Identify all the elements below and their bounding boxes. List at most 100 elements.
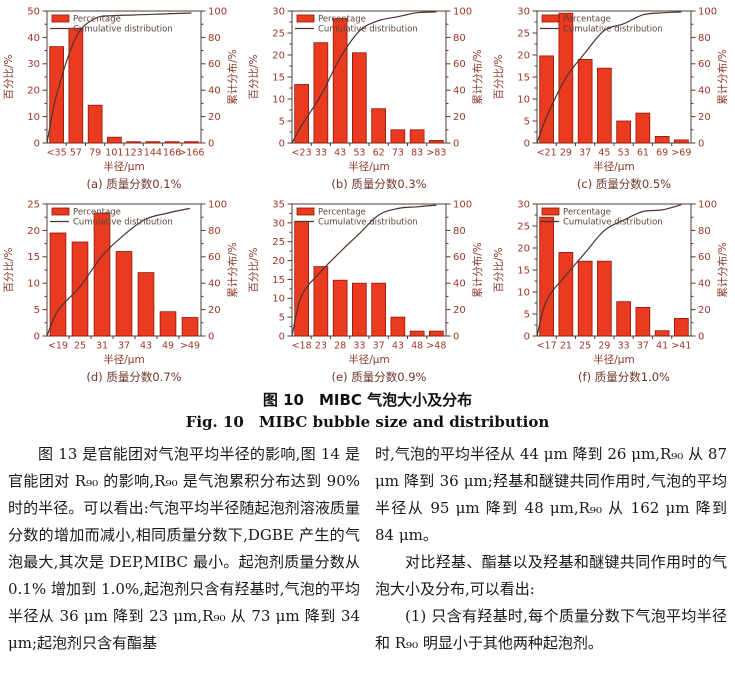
- paragraph: 时,气泡的平均半径从 44 μm 降到 26 μm,R₉₀ 从 87 μm 降到…: [375, 445, 727, 544]
- left-tick-label: 5: [34, 305, 40, 316]
- right-tick-label: 20: [698, 112, 711, 123]
- body-text: 图 13 是官能团对气泡平均半径的影响,图 14 是官能团对 R₉₀ 的影响,R…: [0, 433, 735, 657]
- left-tick-label: 15: [517, 265, 530, 276]
- chart-a-mass-fraction-0.1pct: 0 10 20 30 40 50 0 20 40 60 80 100 <35 57 79 101 123 144 1…: [0, 0, 245, 193]
- paragraph: 对比羟基、酯基以及羟基和醚键共同作用时的气泡大小及分布,可以看出:: [375, 553, 727, 598]
- left-tick-label: 50: [27, 6, 40, 17]
- right-tick-label: 0: [208, 138, 214, 149]
- right-tick-label: 80: [698, 33, 711, 44]
- percentage-bar: [654, 135, 670, 144]
- x-axis-title: 半径/μm: [103, 160, 144, 173]
- x-tick-label: <21: [537, 148, 557, 159]
- right-tick-label: 40: [698, 279, 711, 290]
- right-axis-title: 累计分布/%: [471, 49, 484, 105]
- x-tick-label: 25: [74, 341, 86, 352]
- right-tick-label: 40: [698, 86, 711, 97]
- x-tick-label: 33: [618, 341, 630, 352]
- left-tick-label: 10: [517, 94, 530, 105]
- legend-bar-swatch: [51, 14, 70, 23]
- left-axis-title: 百分比/%: [492, 54, 505, 99]
- left-tick-label: 0: [524, 331, 530, 342]
- x-tick-label: 29: [560, 148, 572, 159]
- percentage-bar: [616, 120, 631, 144]
- percentage-bar: [87, 104, 103, 144]
- percentage-bar: [390, 316, 406, 337]
- right-tick-label: 80: [453, 226, 466, 237]
- left-tick-label: 5: [279, 313, 285, 324]
- percentage-bar: [409, 330, 425, 337]
- chart-b-mass-fraction-0.3pct: 0 5 10 15 20 25 30 0 20 40 60 80 100 <23 33 43 53 62 73 83 >…: [245, 0, 490, 193]
- right-tick-label: 20: [208, 305, 221, 316]
- x-tick-label: 37: [637, 341, 649, 352]
- percentage-bar: [93, 212, 111, 337]
- chart-caption: (d) 质量分数0.7%: [86, 370, 181, 384]
- legend-bar-swatch: [296, 14, 315, 23]
- left-tick-label: 30: [517, 199, 530, 210]
- legend-cumulative-label: Cumulative distribution: [318, 25, 418, 35]
- percentage-bar: [577, 260, 593, 337]
- left-tick-label: 15: [27, 252, 40, 263]
- left-axis-title: 百分比/%: [247, 247, 260, 292]
- bubble-size-chart-e: 0 5 10 15 20 25 30 35 0 20 40 60 80 100 <18 23 28 33 37 43 4…: [247, 199, 484, 384]
- left-tick-label: 20: [272, 50, 285, 61]
- right-tick-label: 80: [453, 33, 466, 44]
- percentage-bar: [539, 55, 555, 144]
- x-axis-title: 半径/μm: [348, 160, 389, 173]
- percentage-bar: [137, 272, 155, 337]
- left-tick-label: 30: [27, 59, 40, 70]
- x-tick-label: 43: [140, 341, 152, 352]
- right-tick-label: 80: [208, 226, 221, 237]
- chart-c-mass-fraction-0.5pct: 0 5 10 15 20 25 30 0 20 40 60 80 100 <21 29 37 45 53 61 69 >…: [490, 0, 735, 193]
- left-tick-label: 30: [272, 6, 285, 17]
- x-tick-label: 33: [315, 148, 327, 159]
- x-tick-label: <23: [292, 148, 312, 159]
- bubble-size-chart-d: 0 5 10 15 20 25 0 20 40 60 80 100 <19 25 31 37 43 49 >49 Pe…: [2, 199, 239, 384]
- x-tick-label: >48: [426, 341, 446, 352]
- percentage-bar: [71, 241, 89, 337]
- right-tick-label: 80: [698, 226, 711, 237]
- percentage-bar: [597, 260, 612, 337]
- percentage-bar: [635, 307, 651, 337]
- right-axis-title: 累计分布/%: [226, 49, 239, 105]
- text-column-right: 时,气泡的平均半径从 44 μm 降到 26 μm,R₉₀ 从 87 μm 降到…: [375, 441, 727, 657]
- cumulative-distribution-line: [536, 11, 682, 144]
- x-tick-label: 166: [163, 148, 181, 159]
- right-tick-label: 20: [698, 305, 711, 316]
- legend-cumulative-label: Cumulative distribution: [73, 25, 173, 35]
- left-axis-title: 百分比/%: [2, 54, 15, 99]
- x-axis-title: 半径/μm: [103, 353, 144, 366]
- percentage-bar: [68, 27, 84, 144]
- left-tick-label: 25: [517, 28, 530, 39]
- right-tick-label: 60: [453, 59, 466, 70]
- legend-bar-swatch: [296, 207, 315, 216]
- figure-caption-en: Fig. 10 MIBC bubble size and distributio…: [185, 413, 550, 431]
- percentage-bar: [654, 330, 670, 337]
- x-tick-label: 43: [392, 341, 404, 352]
- x-tick-label: 45: [598, 148, 610, 159]
- right-axis-title: 累计分布/%: [716, 242, 729, 298]
- x-tick-label: 144: [144, 148, 162, 159]
- legend-bar-swatch: [541, 207, 560, 216]
- x-tick-label: 31: [96, 341, 108, 352]
- legend-bar-swatch: [51, 207, 70, 216]
- left-tick-label: 30: [272, 218, 285, 229]
- x-tick-label: 28: [334, 341, 346, 352]
- percentage-bar: [558, 252, 574, 337]
- left-tick-label: 5: [524, 309, 530, 320]
- right-tick-label: 0: [698, 331, 704, 342]
- right-tick-label: 0: [453, 138, 459, 149]
- percentage-bar: [597, 67, 612, 144]
- right-tick-label: 20: [208, 112, 221, 123]
- chart-f-mass-fraction-1.0pct: 0 5 10 15 20 25 30 0 20 40 60 80 100 <17 21 25 29 33 37 41 >…: [490, 193, 735, 386]
- x-tick-label: 33: [353, 341, 365, 352]
- right-tick-label: 80: [208, 33, 221, 44]
- legend-cumulative-label: Cumulative distribution: [318, 218, 418, 228]
- right-tick-label: 60: [208, 252, 221, 263]
- x-tick-label: <19: [48, 341, 68, 352]
- left-tick-label: 0: [34, 138, 40, 149]
- left-tick-label: 10: [272, 294, 285, 305]
- x-tick-label: 48: [411, 341, 423, 352]
- percentage-bar: [49, 232, 67, 337]
- x-tick-label: 62: [373, 148, 385, 159]
- legend-percentage-label: Percentage: [73, 15, 121, 25]
